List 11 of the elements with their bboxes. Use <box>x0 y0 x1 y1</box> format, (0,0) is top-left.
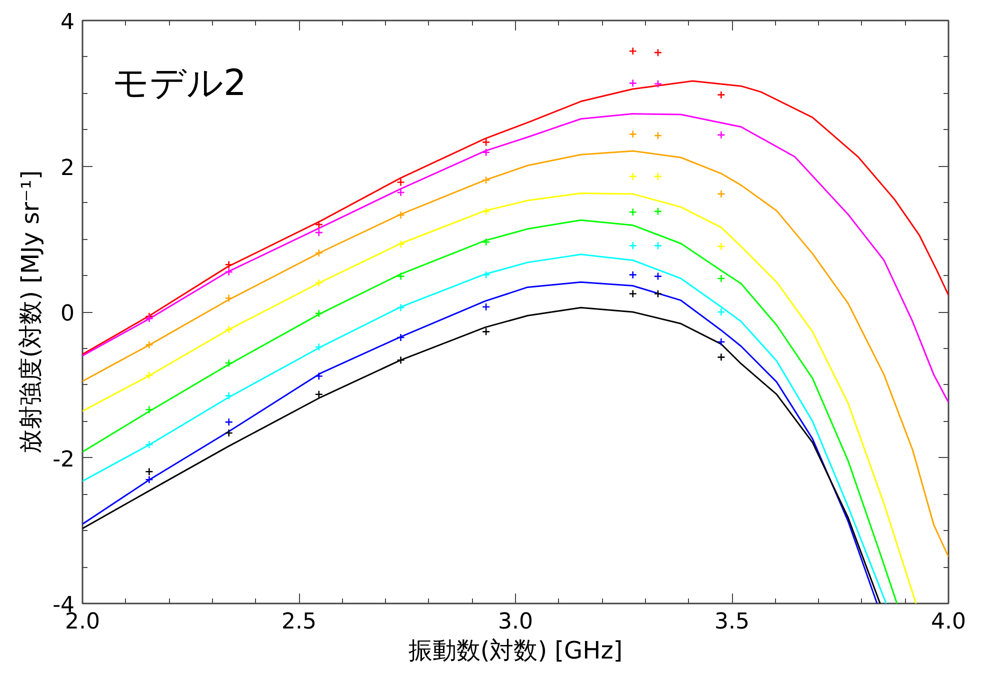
x-tick-label: 3.5 <box>714 610 750 634</box>
y-tick-label: 4 <box>60 10 75 35</box>
x-tick-label: 4.0 <box>931 610 966 634</box>
y-tick-label: 2 <box>60 156 75 181</box>
y-axis-title: 放射強度(対数) [MJy sr⁻¹] <box>16 170 45 454</box>
annotation: モデル2 <box>112 63 246 104</box>
x-tick-label: 3.0 <box>498 610 534 634</box>
y-tick-label: -2 <box>52 447 74 472</box>
x-axis-title: 振動数(対数) [GHz] <box>408 636 623 664</box>
y-tick-label: 0 <box>60 302 75 326</box>
x-tick-label: 2.5 <box>282 610 317 634</box>
